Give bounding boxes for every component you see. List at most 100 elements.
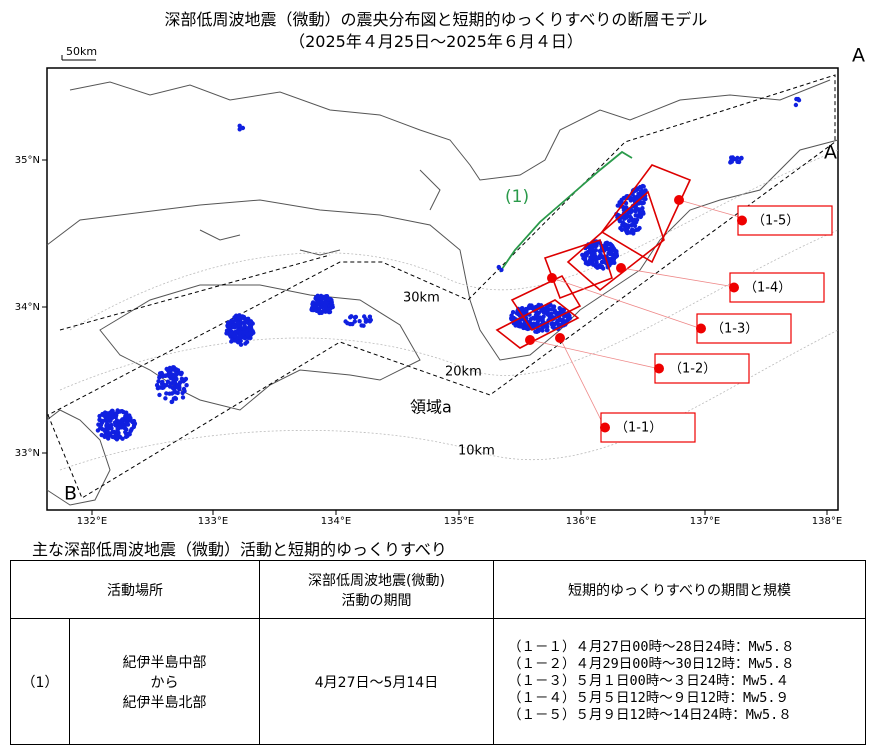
tremor-dot <box>161 382 167 388</box>
lon-label: 137°E <box>690 516 720 527</box>
tremor-dot <box>640 206 645 211</box>
cell-line: 紀伊半島中部 <box>122 654 207 671</box>
tremor-dot <box>125 422 131 427</box>
cell-line: （１－４）５月５日12時～９日12時：Mw5.９ <box>507 690 790 706</box>
depth-label: 10km <box>458 444 495 459</box>
tremor-dot <box>251 330 256 335</box>
tremor-dot <box>114 422 119 428</box>
tremor-dot <box>175 390 180 396</box>
lat-label: 33°N <box>15 448 40 459</box>
tremor-dot <box>124 410 129 415</box>
cell-line: 紀伊半島北部 <box>122 694 207 711</box>
cell: 4月27日～5月14日 <box>258 618 494 745</box>
tremor-dot <box>242 336 248 341</box>
header-cell: 短期的ゆっくりすべりの期間と規模 <box>492 560 867 619</box>
tremor-dot <box>163 396 168 401</box>
tremor-dot <box>625 225 630 231</box>
tremor-dot <box>635 207 641 212</box>
fault-points <box>525 195 684 345</box>
tremor-dot <box>169 399 174 405</box>
tremor-dot <box>612 260 617 265</box>
tremor-dot <box>551 306 556 311</box>
tremor-dot <box>367 319 373 324</box>
tremor-dot <box>165 367 171 373</box>
tremor-dot <box>237 123 242 128</box>
cell-line: （１－３）５月１日00時～３日24時：Mw5.４ <box>507 673 790 689</box>
tremor-dot <box>183 376 189 382</box>
tremor-dot <box>566 312 571 317</box>
tremor-dot <box>123 434 129 439</box>
tremor-dot <box>115 426 120 431</box>
tremor-dot <box>593 248 598 253</box>
tremor-dot <box>591 262 596 267</box>
tremor-dot <box>624 205 629 210</box>
tremor-dot <box>597 263 602 268</box>
tremor-dot <box>248 324 254 329</box>
callout-point <box>729 282 739 293</box>
tremor-dot <box>606 256 612 262</box>
tremor-dot <box>547 307 552 312</box>
tremor-dot <box>321 308 326 314</box>
tremor-dot <box>601 266 606 271</box>
tremor-dot <box>315 300 320 305</box>
tremor-dot <box>538 327 543 332</box>
tremor-dot <box>106 436 111 441</box>
lon-label: 134°E <box>321 516 351 527</box>
tremor-dot <box>115 429 120 435</box>
tremor-dot <box>237 127 242 132</box>
tremor-dot <box>545 327 550 333</box>
tremor-dot <box>639 201 645 206</box>
tremor-dot <box>522 321 527 326</box>
tremor-dot <box>586 261 591 266</box>
tremor-dot <box>177 385 182 390</box>
tremor-dot <box>617 200 622 205</box>
tremor-dot <box>499 267 504 273</box>
tremor-dot <box>173 367 179 372</box>
tremor-dot <box>534 329 540 334</box>
tremor-dot <box>99 420 105 425</box>
tremor-dot <box>555 319 560 324</box>
tremor-dot <box>164 391 169 396</box>
tremor-dot <box>101 413 107 418</box>
callout-box <box>654 353 750 384</box>
tremor-dot <box>167 372 172 378</box>
lat-label: 34°N <box>15 302 40 313</box>
lat-label: 35°N <box>15 155 40 166</box>
tremor-dot <box>613 254 618 259</box>
cell-line: （１－２）４月29日00時～30日12時：Mw5.８ <box>507 656 795 672</box>
tremor-dot <box>107 413 113 419</box>
tremor-dot <box>559 309 564 314</box>
tremor-dot <box>127 414 132 420</box>
tremor-dot <box>735 159 740 164</box>
cell-line: から <box>150 674 179 691</box>
depth-contours <box>59 149 839 471</box>
tremor-dot <box>592 251 597 256</box>
tremor-dot <box>638 214 643 220</box>
map-title: 深部低周波地震（微動）の震央分布図と短期的ゆっくりすべりの断層モデル <box>164 10 708 29</box>
tremor-dot <box>106 426 111 432</box>
tremor-dot <box>608 250 614 256</box>
cell-line: （１－１）４月27日00時～28日24時：Mw5.８ <box>507 639 795 655</box>
region-outline <box>47 74 836 499</box>
tremor-dot <box>123 414 128 420</box>
callout-point <box>654 363 664 374</box>
tremor-dot <box>597 255 602 260</box>
callout-point <box>696 323 706 334</box>
tremor-dot <box>245 320 251 325</box>
tremor-dot <box>637 225 642 231</box>
tremor-dot <box>509 313 514 318</box>
tremor-dot <box>97 417 102 422</box>
lon-label: 136°E <box>566 516 596 527</box>
tremor-dot <box>359 323 364 328</box>
tremor-dot <box>110 434 115 440</box>
tremor-dot <box>620 222 625 228</box>
tremor-dot <box>108 410 113 415</box>
tremor-dot <box>170 380 175 386</box>
tremor-dot <box>624 215 629 220</box>
tremor-dot <box>224 331 229 336</box>
tremor-dot <box>516 323 521 329</box>
profile-end: A <box>824 142 837 164</box>
tremor-dot <box>583 251 588 256</box>
tremor-dot <box>632 223 638 228</box>
tremor-dot <box>314 294 320 300</box>
